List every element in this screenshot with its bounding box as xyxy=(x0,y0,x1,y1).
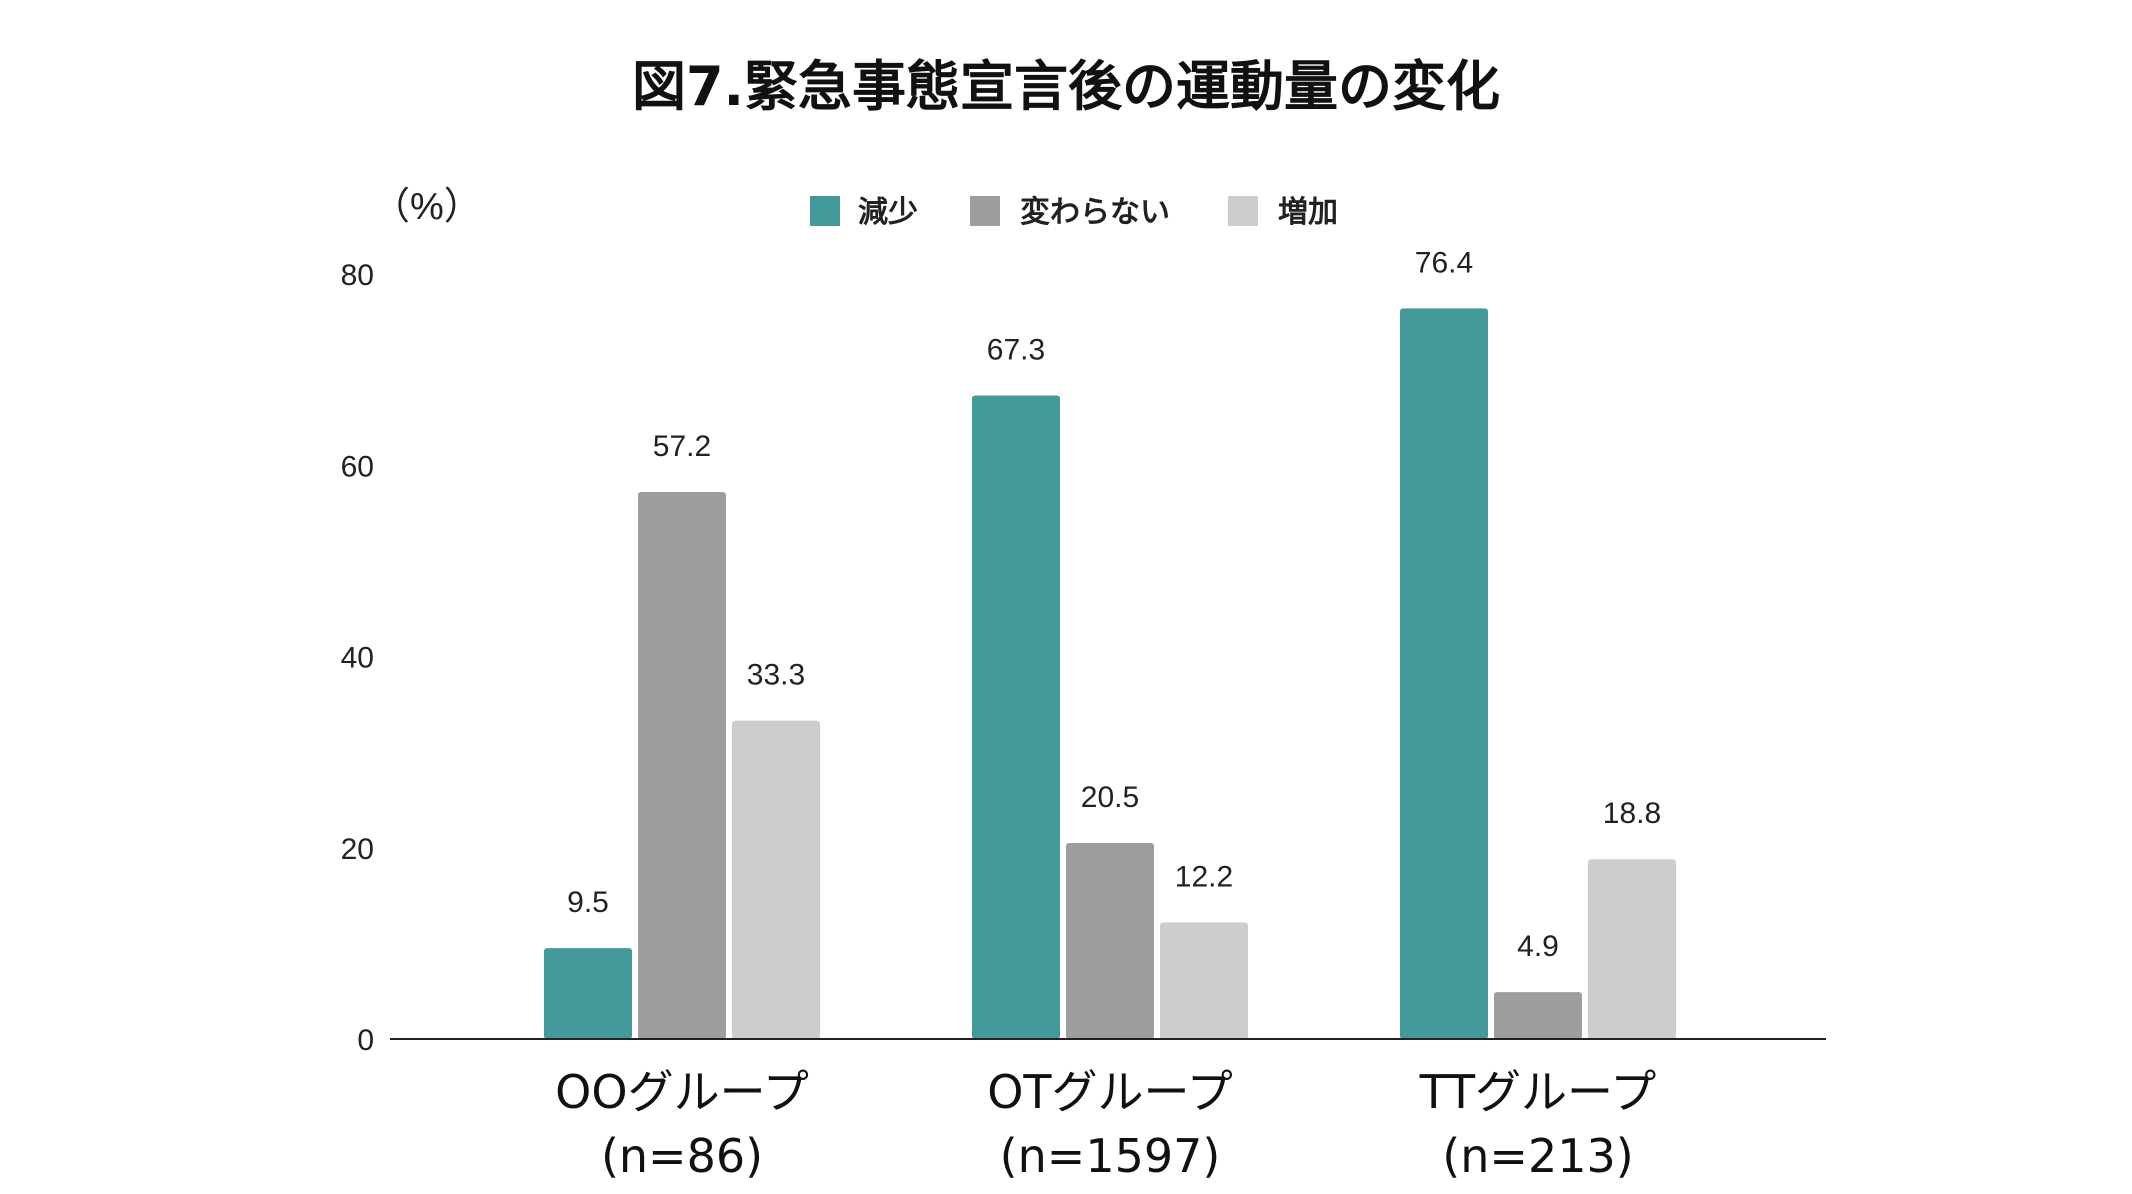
x-axis-category-labels: OOグループ (n=86) OTグループ (n=1597) TTグループ (n=213) xyxy=(555,1065,1656,1183)
bar xyxy=(638,492,726,1039)
legend-swatch xyxy=(970,196,1000,226)
category-n-label: (n=86) xyxy=(601,1129,763,1183)
legend-label: 変わらない xyxy=(1020,195,1170,230)
y-axis-unit-label: （%） xyxy=(372,186,482,228)
y-tick-label: 40 xyxy=(341,642,374,675)
data-label: 9.5 xyxy=(567,886,609,919)
y-tick-label: 20 xyxy=(341,833,374,866)
bars xyxy=(544,308,1676,1040)
bar xyxy=(1160,922,1248,1039)
chart-title: 図7.緊急事態宣言後の運動量の変化 xyxy=(632,55,1500,118)
data-label: 12.2 xyxy=(1175,860,1233,893)
data-label: 33.3 xyxy=(747,659,805,692)
bar xyxy=(544,948,632,1039)
bar xyxy=(1494,992,1582,1039)
legend-swatch xyxy=(1228,196,1258,226)
y-tick-label: 60 xyxy=(341,450,374,483)
category-label: TTグループ xyxy=(1419,1065,1657,1119)
data-label: 67.3 xyxy=(987,333,1045,366)
bar xyxy=(732,720,820,1039)
legend: 減少 変わらない 増加 xyxy=(810,195,1338,230)
legend-label: 減少 xyxy=(858,195,918,230)
legend-label: 増加 xyxy=(1278,195,1338,230)
data-labels: 9.5 67.3 76.4 57.2 20.5 4.9 33.3 12.2 18.8 xyxy=(567,246,1661,963)
y-tick-label: 0 xyxy=(357,1024,374,1057)
y-axis-ticks: 0 20 40 60 80 xyxy=(341,259,374,1057)
bar xyxy=(1400,308,1488,1039)
data-label: 4.9 xyxy=(1517,930,1559,963)
category-n-label: (n=1597) xyxy=(1000,1129,1221,1183)
category-n-label: (n=213) xyxy=(1442,1129,1633,1183)
bar xyxy=(1066,842,1154,1039)
data-label: 18.8 xyxy=(1603,797,1661,830)
data-label: 76.4 xyxy=(1415,246,1473,279)
data-label: 20.5 xyxy=(1081,781,1139,814)
data-label: 57.2 xyxy=(653,430,711,463)
category-label: OOグループ xyxy=(555,1065,809,1119)
legend-swatch xyxy=(810,196,840,226)
bar xyxy=(1588,859,1676,1039)
bar xyxy=(972,395,1060,1040)
category-label: OTグループ xyxy=(987,1065,1233,1119)
y-tick-label: 80 xyxy=(341,259,374,292)
